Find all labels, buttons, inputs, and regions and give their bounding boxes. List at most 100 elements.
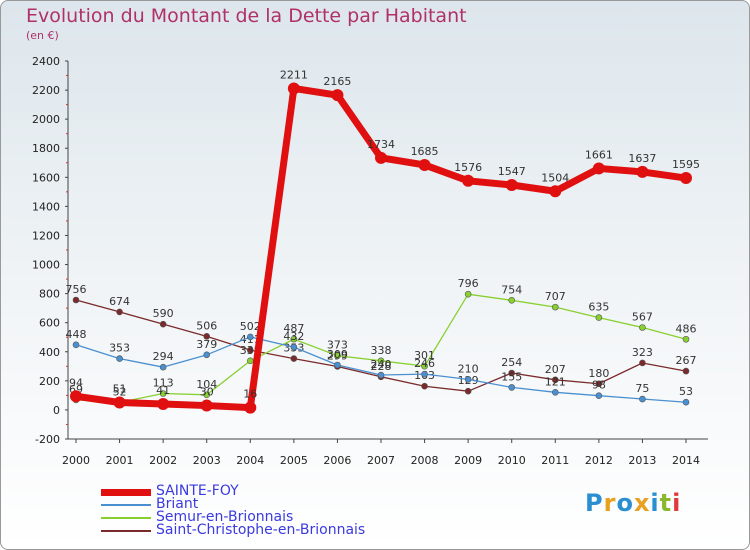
data-label-semur-en-brionnais: 707 xyxy=(545,290,566,303)
y-tick-label: 0 xyxy=(53,404,60,417)
data-point-sainte-foy xyxy=(200,399,213,412)
y-tick-label: 2400 xyxy=(32,55,60,68)
data-point-semur-en-brionnais xyxy=(377,357,385,365)
legend-label: Briant xyxy=(156,496,199,512)
legend-swatch xyxy=(101,530,151,532)
y-tick-label: -200 xyxy=(35,433,60,446)
x-tick-label: 2011 xyxy=(541,454,569,467)
data-label-sainte-foy: 1595 xyxy=(672,158,700,171)
logo-letter: i xyxy=(672,489,682,517)
data-label-semur-en-brionnais: 373 xyxy=(327,339,348,352)
data-label-briant: 53 xyxy=(679,385,693,398)
data-label-briant: 448 xyxy=(66,328,87,341)
data-label-semur-en-brionnais: 486 xyxy=(676,322,697,335)
x-tick-label: 2007 xyxy=(367,454,395,467)
data-point-sainte-foy xyxy=(287,82,300,95)
data-label-sainte-foy: 41 xyxy=(156,384,170,397)
data-point-briant xyxy=(551,389,559,396)
data-label-semur-en-brionnais: 487 xyxy=(283,322,304,335)
data-label-saint-christophe-en-brionnais: 674 xyxy=(109,295,130,308)
y-tick-label: 600 xyxy=(39,317,60,330)
data-label-briant: 379 xyxy=(196,338,217,351)
x-tick-label: 2002 xyxy=(149,454,177,467)
y-tick-label: 1400 xyxy=(32,200,60,213)
data-label-sainte-foy: 2165 xyxy=(323,75,351,88)
data-point-saint-christophe-en-brionnais xyxy=(159,320,167,328)
data-label-saint-christophe-en-brionnais: 323 xyxy=(632,346,653,359)
logo-letter: r xyxy=(603,489,617,517)
x-tick-label: 2010 xyxy=(498,454,526,467)
data-label-semur-en-brionnais: 754 xyxy=(501,283,522,296)
logo-letter: P xyxy=(585,489,604,517)
y-tick-label: 1800 xyxy=(32,142,60,155)
chart-subtitle: (en €) xyxy=(26,29,59,42)
logo-letter: x xyxy=(633,489,651,517)
x-tick-label: 2013 xyxy=(628,454,656,467)
data-point-sainte-foy xyxy=(592,162,605,175)
data-point-briant xyxy=(246,333,254,341)
data-point-briant xyxy=(377,371,385,379)
data-point-sainte-foy xyxy=(462,174,475,187)
data-label-briant: 432 xyxy=(283,330,304,343)
data-label-sainte-foy: 1504 xyxy=(541,171,569,184)
data-label-sainte-foy: 2211 xyxy=(280,68,308,81)
data-point-saint-christophe-en-brionnais xyxy=(116,308,123,316)
data-label-saint-christophe-en-brionnais: 590 xyxy=(153,307,174,320)
data-point-sainte-foy xyxy=(70,390,82,403)
data-point-briant xyxy=(508,384,516,391)
data-label-sainte-foy: 1734 xyxy=(367,138,395,151)
data-label-semur-en-brionnais: 338 xyxy=(371,344,392,357)
data-point-semur-en-brionnais xyxy=(334,352,341,359)
data-label-semur-en-brionnais: 113 xyxy=(153,376,174,389)
data-point-semur-en-brionnais xyxy=(508,297,516,304)
x-tick-label: 2008 xyxy=(411,454,439,467)
data-point-briant xyxy=(116,355,123,362)
legend-swatch xyxy=(101,504,151,506)
x-tick-label: 2009 xyxy=(454,454,482,467)
data-point-saint-christophe-en-brionnais xyxy=(290,355,298,362)
logo-letter: o xyxy=(616,489,634,517)
data-point-semur-en-brionnais xyxy=(203,391,211,399)
data-label-semur-en-brionnais: 52 xyxy=(113,385,127,398)
data-label-semur-en-brionnais: 796 xyxy=(458,277,479,290)
data-point-saint-christophe-en-brionnais xyxy=(72,296,80,304)
data-label-saint-christophe-en-brionnais: 254 xyxy=(501,356,522,369)
data-label-briant: 294 xyxy=(153,350,174,363)
y-tick-label: 2000 xyxy=(32,113,60,126)
data-label-saint-christophe-en-brionnais: 506 xyxy=(196,319,217,332)
data-label-saint-christophe-en-brionnais: 228 xyxy=(371,360,392,373)
data-point-saint-christophe-en-brionnais xyxy=(595,380,603,388)
data-label-briant: 98 xyxy=(592,379,606,392)
y-tick-label: 800 xyxy=(39,288,60,301)
data-label-sainte-foy: 1576 xyxy=(454,161,482,174)
data-point-semur-en-brionnais xyxy=(464,290,472,298)
data-point-briant xyxy=(334,361,341,369)
data-point-sainte-foy xyxy=(331,89,344,102)
data-point-sainte-foy xyxy=(418,158,431,171)
x-tick-label: 2000 xyxy=(62,454,90,467)
data-point-briant xyxy=(464,376,472,383)
data-label-saint-christophe-en-brionnais: 756 xyxy=(66,283,87,296)
data-label-sainte-foy: 30 xyxy=(200,386,214,399)
data-label-semur-en-brionnais: 104 xyxy=(196,378,217,391)
legend-swatch xyxy=(101,517,151,519)
x-tick-label: 2004 xyxy=(236,454,264,467)
data-label-briant: 155 xyxy=(501,370,522,383)
data-point-semur-en-brionnais xyxy=(421,362,428,370)
data-point-saint-christophe-en-brionnais xyxy=(639,359,646,367)
data-label-saint-christophe-en-brionnais: 207 xyxy=(545,363,566,376)
data-point-sainte-foy xyxy=(375,151,387,164)
data-label-saint-christophe-en-brionnais: 180 xyxy=(588,367,609,380)
y-tick-label: 1600 xyxy=(32,171,60,184)
x-tick-label: 2006 xyxy=(323,454,351,467)
data-point-sainte-foy xyxy=(244,401,257,414)
data-label-semur-en-brionnais: 301 xyxy=(414,349,435,362)
data-point-briant xyxy=(682,398,690,406)
data-point-sainte-foy xyxy=(157,397,170,410)
logo-letter: t xyxy=(659,489,673,517)
data-label-briant: 246 xyxy=(414,357,435,370)
data-label-sainte-foy: 16 xyxy=(243,388,257,401)
x-tick-label: 2005 xyxy=(280,454,308,467)
